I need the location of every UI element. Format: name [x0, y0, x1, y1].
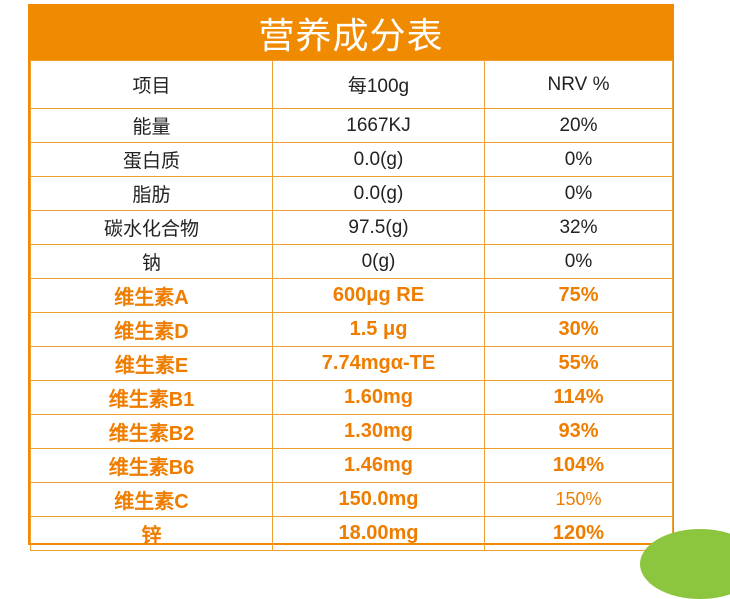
- table-row: 维生素C 150.0mg 150%: [30, 482, 673, 517]
- cell-per100g: 18.00mg: [272, 516, 485, 551]
- cell-nrv: 0%: [484, 176, 673, 211]
- cell-item: 维生素B1: [30, 380, 273, 415]
- table-row: 碳水化合物 97.5(g) 32%: [30, 210, 673, 245]
- cell-nrv: 75%: [484, 278, 673, 313]
- cell-per100g: 1667KJ: [272, 108, 485, 143]
- cell-item: 维生素D: [30, 312, 273, 347]
- cell-nrv: 55%: [484, 346, 673, 381]
- cell-nrv: 150%: [484, 482, 673, 517]
- header-nrv: NRV %: [484, 60, 673, 109]
- table-row: 脂肪 0.0(g) 0%: [30, 176, 673, 211]
- cell-item: 维生素A: [30, 278, 273, 313]
- cell-nrv: 120%: [484, 516, 673, 551]
- cell-item: 蛋白质: [30, 142, 273, 177]
- cell-nrv: 20%: [484, 108, 673, 143]
- cell-nrv: 30%: [484, 312, 673, 347]
- cell-item: 脂肪: [30, 176, 273, 211]
- cell-nrv: 0%: [484, 244, 673, 279]
- cell-per100g: 600μg RE: [272, 278, 485, 313]
- header-per100g: 每100g: [272, 60, 485, 109]
- cell-per100g: 7.74mgα-TE: [272, 346, 485, 381]
- cell-item: 钠: [30, 244, 273, 279]
- cell-nrv: 32%: [484, 210, 673, 245]
- table-row: 维生素B2 1.30mg 93%: [30, 414, 673, 449]
- cell-item: 锌: [30, 516, 273, 551]
- cell-item: 维生素B2: [30, 414, 273, 449]
- cell-per100g: 0.0(g): [272, 142, 485, 177]
- cell-item: 维生素E: [30, 346, 273, 381]
- table-row: 维生素B1 1.60mg 114%: [30, 380, 673, 415]
- table-row: 能量 1667KJ 20%: [30, 108, 673, 143]
- cell-per100g: 1.30mg: [272, 414, 485, 449]
- table-row: 维生素B6 1.46mg 104%: [30, 448, 673, 483]
- table-row: 维生素E 7.74mgα-TE 55%: [30, 346, 673, 381]
- table-row: 钠 0(g) 0%: [30, 244, 673, 279]
- cell-nrv: 114%: [484, 380, 673, 415]
- cell-per100g: 1.46mg: [272, 448, 485, 483]
- header-item: 项目: [30, 60, 273, 109]
- cell-nrv: 0%: [484, 142, 673, 177]
- table-row: 维生素D 1.5 μg 30%: [30, 312, 673, 347]
- cell-item: 维生素C: [30, 482, 273, 517]
- cell-per100g: 1.60mg: [272, 380, 485, 415]
- cell-per100g: 0.0(g): [272, 176, 485, 211]
- table-row: 锌 18.00mg 120%: [30, 516, 673, 551]
- cell-per100g: 1.5 μg: [272, 312, 485, 347]
- table-title: 营养成分表: [30, 6, 672, 60]
- cell-per100g: 150.0mg: [272, 482, 485, 517]
- cell-per100g: 97.5(g): [272, 210, 485, 245]
- nutrition-panel: 营养成分表 项目 每100g NRV % 能量 1667KJ 20% 蛋白质 0…: [28, 4, 674, 551]
- cell-item: 碳水化合物: [30, 210, 273, 245]
- nutrition-table: 项目 每100g NRV % 能量 1667KJ 20% 蛋白质 0.0(g) …: [30, 60, 673, 551]
- cell-nrv: 93%: [484, 414, 673, 449]
- table-header-row: 项目 每100g NRV %: [30, 60, 673, 109]
- cell-per100g: 0(g): [272, 244, 485, 279]
- table-row: 维生素A 600μg RE 75%: [30, 278, 673, 313]
- cell-item: 能量: [30, 108, 273, 143]
- table-row: 蛋白质 0.0(g) 0%: [30, 142, 673, 177]
- cell-nrv: 104%: [484, 448, 673, 483]
- cell-item: 维生素B6: [30, 448, 273, 483]
